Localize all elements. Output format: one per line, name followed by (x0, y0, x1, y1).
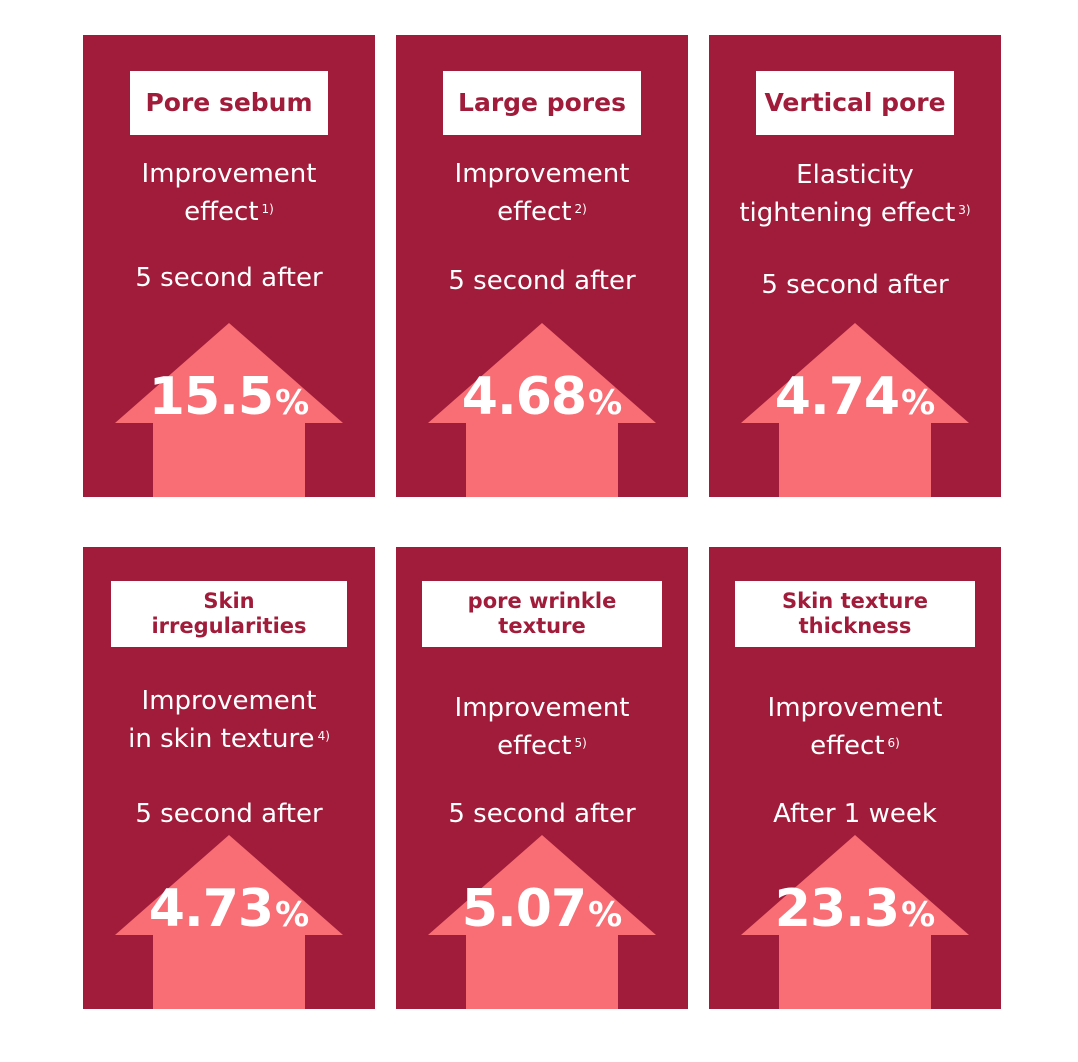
card-value: 23.3% (774, 879, 936, 939)
card-description: Improvement effect 1) (141, 159, 317, 227)
card-timing: 5 second after (448, 266, 636, 296)
footnote-ref: 3) (958, 203, 971, 217)
up-arrow-icon (428, 323, 656, 497)
up-arrow-icon (115, 323, 343, 497)
up-arrow-icon (428, 835, 656, 1009)
card-value: 4.74% (774, 367, 936, 427)
card-timing: After 1 week (773, 799, 937, 829)
card-value: 4.73% (148, 879, 310, 939)
card-label: Skin irregularities (111, 581, 347, 647)
stat-card-vertical-pore: Vertical pore Elasticity tightening effe… (709, 35, 1001, 497)
card-value: 15.5% (148, 367, 310, 427)
stat-card-skin-texture-thickness: Skin texture thickness Improvement effec… (709, 547, 1001, 1009)
card-label: Skin texture thickness (735, 581, 975, 647)
footnote-ref: 4) (317, 729, 330, 743)
card-label: Pore sebum (130, 71, 328, 135)
card-label: Large pores (443, 71, 641, 135)
stat-card-skin-irregularities: Skin irregularities Improvement in skin … (83, 547, 375, 1009)
card-description: Improvement effect 6) (767, 693, 943, 761)
card-timing: 5 second after (761, 270, 949, 300)
stat-card-large-pores: Large pores Improvement effect 2) 5 secon… (396, 35, 688, 497)
stat-card-pore-sebum: Pore sebum Improvement effect 1) 5 second… (83, 35, 375, 497)
card-label: pore wrinkle texture (422, 581, 662, 647)
card-description: Improvement effect 5) (454, 693, 630, 761)
footnote-ref: 2) (574, 202, 587, 216)
card-timing: 5 second after (135, 263, 323, 293)
card-timing: 5 second after (448, 799, 636, 829)
footnote-ref: 6) (887, 736, 900, 750)
card-value: 4.68% (461, 367, 623, 427)
up-arrow-icon (741, 323, 969, 497)
card-value: 5.07% (461, 879, 623, 939)
footnote-ref: 5) (574, 736, 587, 750)
footnote-ref: 1) (261, 202, 274, 216)
stat-card-pore-wrinkle-texture: pore wrinkle texture Improvement effect 5… (396, 547, 688, 1009)
card-description: Improvement effect 2) (454, 159, 630, 227)
card-description: Elasticity tightening effect 3) (739, 160, 971, 228)
card-label: Vertical pore (756, 71, 954, 135)
card-timing: 5 second after (135, 799, 323, 829)
card-description: Improvement in skin texture 4) (128, 686, 330, 754)
up-arrow-icon (115, 835, 343, 1009)
up-arrow-icon (741, 835, 969, 1009)
